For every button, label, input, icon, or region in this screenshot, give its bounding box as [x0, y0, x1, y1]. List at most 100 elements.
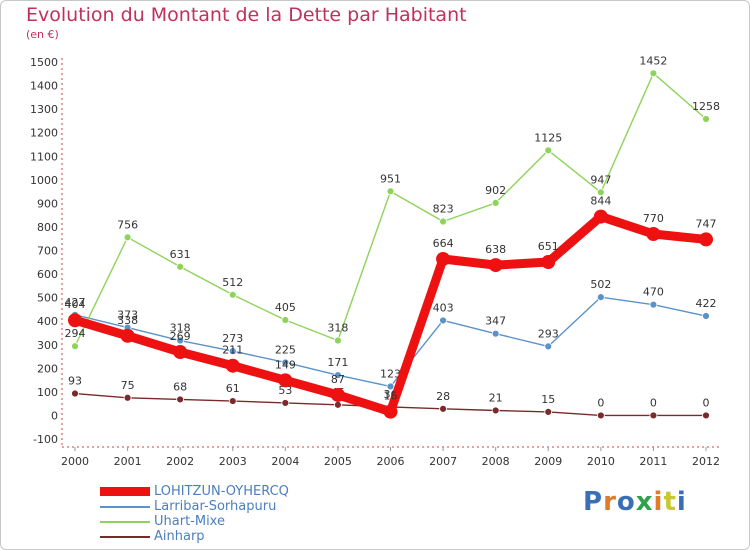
legend-label: LOHITZUN-OYHERCQ	[154, 484, 289, 499]
data-label: 664	[433, 237, 454, 250]
y-tick-label: 600	[37, 268, 58, 281]
data-point	[649, 411, 658, 420]
data-label: 470	[643, 286, 664, 299]
x-tick-label: 2008	[482, 455, 510, 468]
y-tick-label: 900	[37, 197, 58, 210]
x-tick-label: 2001	[114, 455, 142, 468]
data-label: 87	[331, 373, 345, 386]
data-label: 93	[68, 375, 82, 388]
y-tick-label: 500	[37, 292, 58, 305]
x-tick-label: 2007	[429, 455, 457, 468]
data-point	[491, 329, 500, 338]
data-point	[281, 358, 290, 367]
logo-letter: P	[583, 487, 604, 517]
data-point	[228, 397, 237, 405]
data-label: 651	[538, 240, 559, 253]
y-tick-label: -100	[33, 433, 58, 446]
data-point	[383, 404, 398, 419]
data-point	[71, 389, 79, 398]
logo-letter: x	[635, 487, 654, 517]
data-point	[281, 399, 290, 407]
data-point	[123, 393, 132, 402]
data-label: 318	[170, 322, 191, 335]
data-label: 902	[485, 184, 506, 197]
logo-letter: o	[616, 487, 636, 517]
data-point	[176, 262, 185, 271]
data-label: 403	[433, 301, 454, 314]
data-label: 293	[538, 327, 559, 340]
data-point	[541, 255, 556, 270]
data-point	[334, 371, 342, 380]
x-tick-label: 2004	[271, 455, 299, 468]
data-point	[596, 411, 605, 420]
legend-swatch-uhart	[100, 521, 150, 523]
logo-letter: r	[603, 487, 617, 517]
series-lohitzun-oyhercq: 404 338 269 211 149 87 16 664 638 651 844 770 747	[65, 195, 717, 419]
data-label: 0	[597, 396, 604, 409]
y-tick-label: 800	[37, 221, 58, 234]
data-label: 512	[222, 276, 243, 289]
data-label: 28	[436, 390, 450, 403]
data-point	[176, 336, 185, 345]
series-larribar-sorhapuru: 427 373 318 273 225 171 123 403 347 293 502 470 422	[65, 278, 717, 391]
data-label: 770	[643, 212, 664, 225]
y-tick-label: 1100	[30, 150, 58, 163]
x-tick-label: 2012	[692, 455, 720, 468]
data-point	[71, 342, 79, 351]
y-tick-label: 400	[37, 315, 58, 328]
data-point	[436, 251, 451, 266]
chart-title: Evolution du Montant de la Dette par Hab…	[26, 4, 467, 26]
logo-letter: i	[653, 487, 664, 517]
legend-label: Larribar-Sorhapuru	[154, 499, 277, 514]
data-label: 68	[173, 380, 187, 393]
x-tick-label: 2003	[219, 455, 247, 468]
x-tick-label: 2000	[61, 455, 89, 468]
data-point	[334, 400, 342, 409]
data-label: 61	[226, 382, 240, 395]
data-label: 171	[327, 356, 348, 369]
data-label: 844	[590, 195, 611, 208]
data-label: 273	[222, 332, 243, 345]
data-point	[649, 300, 658, 309]
data-point	[278, 373, 293, 388]
data-point	[386, 382, 395, 391]
data-point	[225, 358, 240, 373]
data-label: 21	[489, 391, 503, 404]
data-label: 404	[65, 298, 86, 311]
y-tick-label: 1300	[30, 103, 58, 116]
data-point	[702, 411, 710, 420]
series-uhart-mixe: 294 756 631 512 405 318 951 823 902 1125 947 1452 12…	[65, 54, 720, 351]
data-point	[491, 199, 500, 207]
data-label: 947	[590, 173, 611, 186]
x-tick-label: 2005	[324, 455, 352, 468]
data-label: 0	[650, 396, 657, 409]
x-tick-label: 2011	[639, 455, 667, 468]
data-point	[649, 69, 658, 78]
data-point	[228, 290, 237, 299]
data-label: 747	[696, 217, 717, 230]
data-label: 16	[384, 390, 398, 403]
data-label: 638	[485, 243, 506, 256]
data-label: 422	[696, 297, 717, 310]
data-point	[596, 293, 605, 302]
data-label: 294	[65, 327, 86, 340]
data-label: 502	[590, 278, 611, 291]
data-label: 756	[117, 218, 138, 231]
data-point	[596, 188, 605, 197]
legend-swatch-larribar	[100, 506, 150, 508]
data-point	[544, 408, 553, 416]
data-label: 427	[65, 296, 86, 309]
series-line	[70, 212, 711, 417]
data-point	[439, 404, 447, 413]
y-tick-label: 1000	[30, 174, 58, 187]
data-label: 951	[380, 172, 401, 185]
series-line	[74, 72, 707, 347]
data-point	[593, 209, 608, 224]
y-tick-label: 1400	[30, 80, 58, 93]
data-label: 373	[117, 309, 138, 322]
data-label: 15	[541, 393, 555, 406]
data-label: 1452	[639, 54, 667, 67]
proxiti-logo[interactable]: Proxiti	[583, 487, 687, 517]
